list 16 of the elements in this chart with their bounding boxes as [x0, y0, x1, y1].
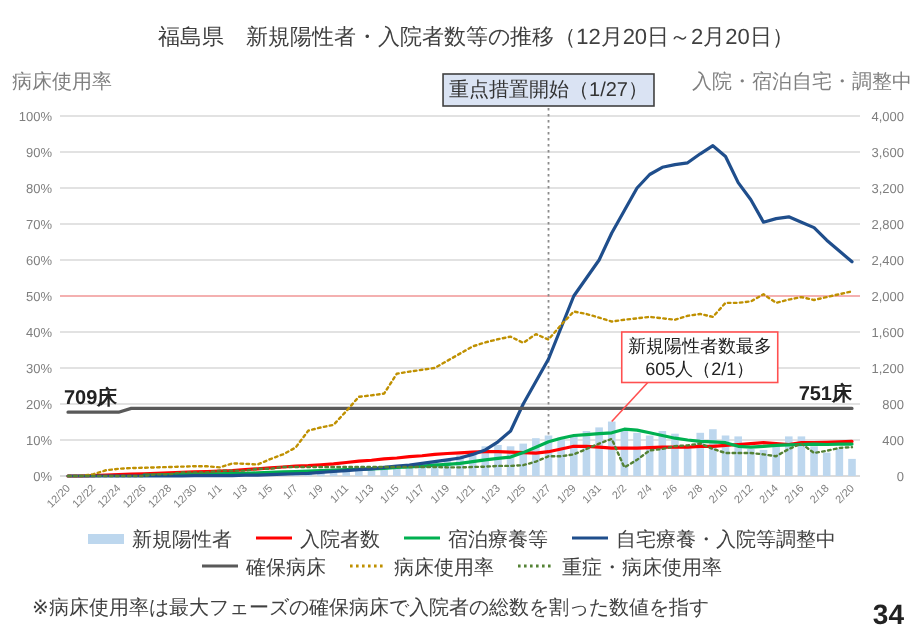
legend-label: 重症・病床使用率 — [562, 556, 722, 580]
y2-axis-title: 入院・宿泊自宅・調整中 — [692, 70, 912, 94]
legend-label: 自宅療養・入院等調整中 — [616, 528, 836, 552]
legend-label: 入院者数 — [300, 528, 380, 552]
annotation: 新規陽性者数最多 605人（2/1） — [627, 336, 772, 379]
legend-label: 病床使用率 — [394, 556, 494, 580]
ref-line-label: 重点措置開始（1/27） — [449, 78, 648, 102]
annotation: 709床 — [64, 386, 120, 411]
y-axis-title: 病床使用率 — [12, 70, 112, 94]
annotation: 751床 — [798, 382, 854, 407]
text: ※病床使用率は最大フェーズの確保病床で入院者の総数を割った数値を指す — [32, 596, 709, 620]
text: 34 — [872, 598, 905, 630]
legend-label: 新規陽性者 — [132, 528, 232, 552]
legend-label: 確保病床 — [244, 556, 326, 580]
chart-title: 福島県 新規陽性者・入院者数等の推移（12月20日～2月20日） — [158, 24, 794, 50]
legend-label: 宿泊療養等 — [448, 528, 548, 552]
